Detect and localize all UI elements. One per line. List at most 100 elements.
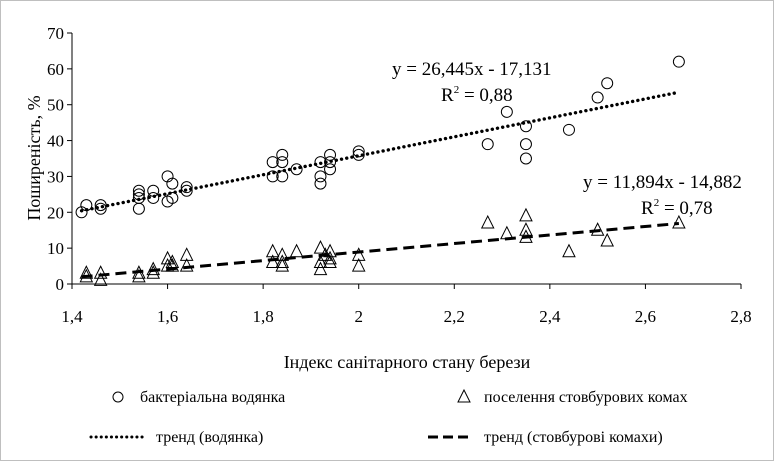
point-triangle xyxy=(165,257,180,272)
point-triangle xyxy=(79,265,94,279)
point-circle xyxy=(166,191,179,204)
equation-komakhy: y = 11,894x - 14,882 xyxy=(583,172,742,193)
point-triangle xyxy=(179,247,194,261)
point-circle xyxy=(180,184,193,197)
y-tick-label: 10 xyxy=(47,239,64,258)
x-tick-label: 2,2 xyxy=(444,307,465,326)
point-triangle xyxy=(519,229,533,243)
point-triangle xyxy=(79,268,94,283)
point-triangle xyxy=(265,243,280,258)
point-triangle xyxy=(313,254,328,268)
legend: бактеріальна водянка поселення стовбуров… xyxy=(89,388,688,446)
y-tick-label: 40 xyxy=(47,132,64,151)
point-triangle xyxy=(265,254,280,268)
trendline-dashed xyxy=(81,221,680,279)
r2-vodyanka: R2 = 0,88 xyxy=(441,84,513,106)
point-circle xyxy=(276,148,289,161)
point-triangle xyxy=(289,243,304,258)
point-circle xyxy=(481,138,494,151)
point-triangle xyxy=(562,243,576,258)
point-circle xyxy=(147,184,160,197)
point-triangle xyxy=(146,265,161,279)
legend-label-trend-vodyanka: тренд (водянка) xyxy=(156,429,263,446)
point-circle xyxy=(519,152,532,165)
y-tick-label: 60 xyxy=(47,60,64,79)
x-tick-label: 1,8 xyxy=(253,307,274,326)
x-tick-label: 1,4 xyxy=(61,307,83,326)
r2-komakhy: R2 = 0,78 xyxy=(641,197,713,219)
point-triangle xyxy=(275,257,290,272)
point-triangle xyxy=(132,265,146,279)
legend-label-trend-komakhy: тренд (стовбурові комахи) xyxy=(484,429,663,446)
point-triangle xyxy=(519,222,533,236)
point-triangle xyxy=(590,222,605,236)
point-circle xyxy=(147,191,160,204)
trend-label-vodyanka: y = 26,445x - 17,131 R2 = 0,88 xyxy=(392,59,552,106)
y-tick-label: 0 xyxy=(56,275,65,294)
x-tick-label: 2 xyxy=(354,307,363,326)
point-triangle xyxy=(672,214,686,229)
point-circle xyxy=(80,199,93,212)
point-triangle xyxy=(318,247,333,261)
y-ticks: 0 10 20 30 40 50 60 70 xyxy=(47,24,72,294)
x-tick-label: 2,8 xyxy=(730,307,751,326)
point-triangle xyxy=(275,247,290,261)
point-circle xyxy=(314,177,327,190)
point-circle xyxy=(166,177,179,190)
point-circle xyxy=(519,120,532,133)
x-ticks: 1,4 1,6 1,8 2 2,2 2,4 2,6 2,8 xyxy=(61,284,752,326)
point-circle xyxy=(352,148,365,161)
data-points xyxy=(75,55,686,286)
y-axis-title: Поширеність, % xyxy=(24,95,44,220)
point-triangle xyxy=(480,214,495,229)
point-circle xyxy=(672,55,685,68)
r2-sup-komakhy: 2 xyxy=(654,197,660,209)
y-tick-label: 50 xyxy=(47,96,64,115)
y-tick-label: 30 xyxy=(47,167,64,186)
point-triangle xyxy=(351,257,366,272)
point-triangle xyxy=(179,257,194,272)
point-triangle xyxy=(93,265,108,279)
point-circle xyxy=(132,191,145,204)
point-triangle xyxy=(323,254,337,268)
point-circle xyxy=(601,77,614,90)
legend-item-trend-vodyanka: тренд (водянка) xyxy=(89,429,263,446)
legend-triangle-marker xyxy=(457,388,471,403)
point-circle xyxy=(276,170,289,183)
x-tick-label: 1,6 xyxy=(157,307,178,326)
axes xyxy=(71,33,741,285)
point-triangle xyxy=(132,268,146,283)
point-triangle xyxy=(323,243,337,258)
point-circle xyxy=(352,145,365,158)
point-circle xyxy=(266,156,279,169)
x-axis-title: Індекс санітарного стану берези xyxy=(284,352,531,372)
point-triangle xyxy=(146,261,161,276)
trend-label-komakhy: y = 11,894x - 14,882 R2 = 0,78 xyxy=(583,172,742,219)
point-circle xyxy=(276,156,289,169)
point-circle xyxy=(266,170,279,183)
r2-sup-vodyanka: 2 xyxy=(454,84,460,96)
point-circle xyxy=(132,184,145,197)
point-circle xyxy=(314,170,327,183)
point-circle xyxy=(94,202,107,215)
point-circle xyxy=(324,163,337,176)
y-tick-label: 20 xyxy=(47,203,64,222)
point-triangle xyxy=(313,261,328,276)
x-tick-label: 2,4 xyxy=(539,307,561,326)
point-triangle xyxy=(351,247,366,261)
legend-label-vodyanka: бактеріальна водянка xyxy=(140,389,285,406)
legend-item-trend-komakhy: тренд (стовбурові комахи) xyxy=(428,429,663,446)
point-triangle xyxy=(275,254,290,268)
point-triangle xyxy=(165,254,180,268)
point-triangle xyxy=(93,272,108,286)
point-circle xyxy=(132,202,145,215)
legend-label-komakhy: поселення стовбурових комах xyxy=(484,389,688,406)
point-triangle xyxy=(323,250,337,265)
point-triangle xyxy=(500,225,514,240)
legend-item-vodyanka: бактеріальна водянка xyxy=(112,389,285,406)
point-triangle xyxy=(519,207,533,222)
point-circle xyxy=(500,105,513,118)
point-circle xyxy=(562,123,575,136)
